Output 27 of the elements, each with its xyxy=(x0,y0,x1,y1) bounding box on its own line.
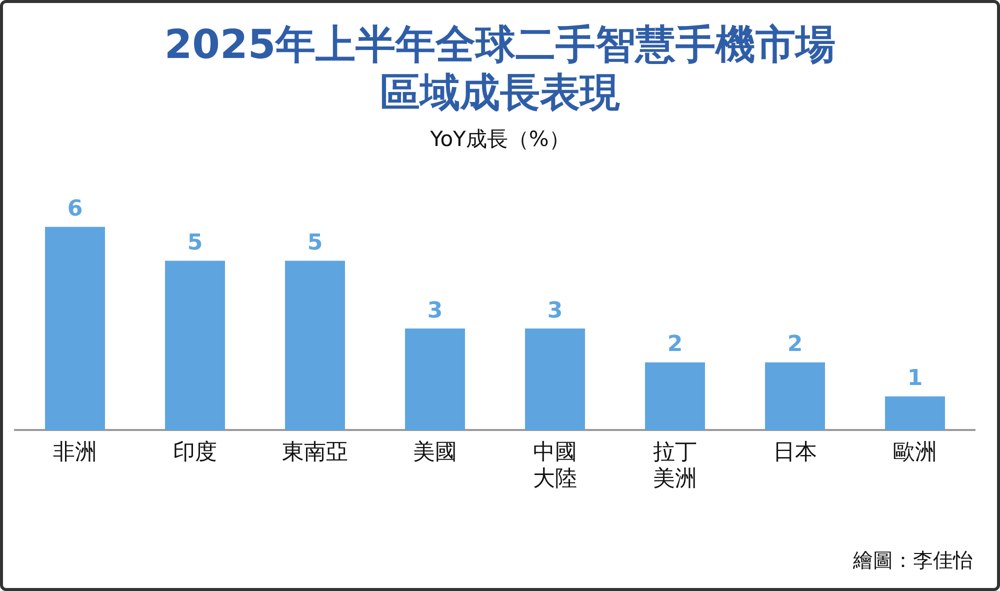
text: 繪圖：李佳怡 xyxy=(853,547,973,574)
bar xyxy=(645,362,705,430)
x-tick-label: 拉丁美洲 xyxy=(653,440,697,492)
chart-subtitle: YoY成長（%） xyxy=(429,126,571,153)
chart-title: 2025年上半年全球二手智慧手機市場區域成長表現 xyxy=(163,21,837,117)
x-tick-label: 歐洲 xyxy=(893,440,937,466)
x-tick-label: 中國大陸 xyxy=(533,440,577,492)
bar xyxy=(45,226,105,430)
x-tick-label: 日本 xyxy=(773,440,817,466)
data-label: 2 xyxy=(667,332,683,358)
data-label: 6 xyxy=(67,196,83,222)
x-tick-label: 印度 xyxy=(173,440,217,466)
data-label: 2 xyxy=(787,332,803,358)
data-label: 5 xyxy=(307,230,323,256)
bar xyxy=(885,396,945,430)
x-tick-label: 非洲 xyxy=(53,440,97,466)
bar xyxy=(765,362,825,430)
bar xyxy=(405,328,465,430)
bar xyxy=(525,328,585,430)
bar xyxy=(165,260,225,430)
data-label: 3 xyxy=(547,298,563,324)
data-label: 5 xyxy=(187,230,203,256)
x-tick-label: 美國 xyxy=(413,440,457,466)
data-label: 1 xyxy=(907,366,923,392)
data-label: 3 xyxy=(427,298,443,324)
x-tick-label: 東南亞 xyxy=(282,440,348,466)
bar xyxy=(285,260,345,430)
